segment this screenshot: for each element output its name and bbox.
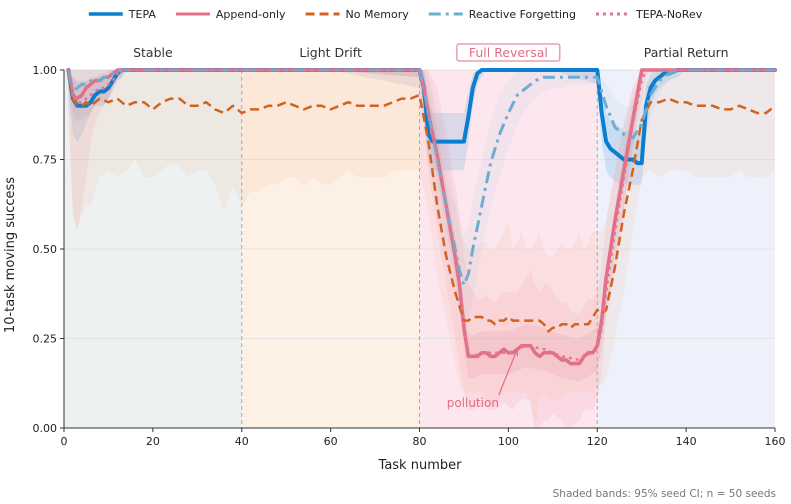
y-tick-label: 0.50 — [33, 243, 58, 256]
series-line-no-memory — [67, 69, 776, 333]
phase-labels: Stable Light Drift Full Reversal Partial Re… — [133, 43, 729, 62]
phase-label: Light Drift — [299, 45, 362, 60]
x-tick-label: 120 — [587, 435, 608, 448]
legend-label: No Memory — [346, 8, 410, 21]
x-tick-label: 160 — [765, 435, 786, 448]
phase-boundaries — [241, 70, 598, 428]
x-tick-label: 20 — [146, 435, 160, 448]
series-lines — [66, 68, 777, 366]
annotation-arrowhead — [511, 347, 518, 357]
legend-label: Reactive Forgetting — [469, 8, 576, 21]
legend-label: Append-only — [216, 8, 286, 21]
legend-label: TEPA-NoRev — [635, 8, 703, 21]
x-tick-label: 100 — [498, 435, 519, 448]
x-tick-label: 40 — [235, 435, 249, 448]
band-tepa — [68, 70, 775, 185]
phase-label: Partial Return — [644, 45, 729, 60]
phase-label: Full Reversal — [469, 45, 548, 60]
annotation-arrow — [498, 349, 518, 396]
series-line-tepa — [66, 68, 777, 166]
footnote: Shaded bands: 95% seed CI; n = 50 seeds — [553, 488, 776, 500]
phase-label-box — [456, 43, 561, 62]
legend-label: TEPA — [128, 8, 157, 21]
x-axis-label: Task number — [378, 458, 463, 473]
series-line-reactive-forgetting — [66, 68, 775, 287]
phase-label: Stable — [133, 45, 173, 60]
y-tick-label: 0.75 — [33, 154, 58, 167]
x-tick-label: 0 — [61, 435, 68, 448]
y-axis-label: 10-task moving success — [3, 177, 18, 333]
annotation-text: pollution — [447, 396, 499, 410]
y-tick-label: 0.25 — [33, 333, 58, 346]
y-tick-label: 0.00 — [33, 422, 58, 435]
y-tick-label: 1.00 — [33, 64, 58, 77]
x-tick-label: 140 — [676, 435, 697, 448]
axes: 0.00 0.25 0.50 0.75 1.00 0 20 40 60 80 100 120 140 16… — [33, 64, 786, 448]
legend: TEPA Append-only No Memory Reactive Forgett… — [88, 8, 703, 21]
x-tick-label: 60 — [324, 435, 338, 448]
x-tick-label: 80 — [413, 435, 427, 448]
annotation: pollution — [447, 347, 518, 410]
